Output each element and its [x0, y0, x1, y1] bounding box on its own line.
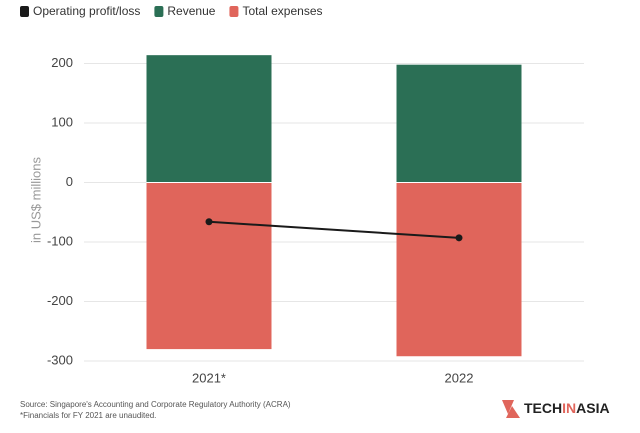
point [455, 234, 463, 242]
bar [396, 182, 522, 357]
y-axis-label: in US$ millions [28, 157, 43, 243]
y-tick-label: -100 [47, 233, 73, 248]
bar [396, 64, 522, 183]
line [208, 220, 460, 239]
y-tick-label: 100 [51, 114, 73, 129]
legend-label: Total expenses [242, 4, 322, 18]
logo-icon [502, 400, 520, 418]
y-tick-label: -300 [47, 352, 73, 367]
legend-label: Operating profit/loss [33, 4, 140, 18]
y-tick-label: 0 [66, 174, 73, 189]
x-tick-label: 2022 [445, 370, 474, 385]
x-tick-label: 2021* [192, 370, 226, 385]
bar [146, 55, 272, 183]
legend-label: Revenue [167, 4, 215, 18]
source: Source: Singapore's Accounting and Corpo… [20, 400, 291, 409]
logo-part: TECH [524, 400, 562, 416]
legend-swatch [20, 6, 29, 17]
logo-part: IN [562, 400, 576, 416]
point [205, 218, 213, 226]
logo-part: ASIA [576, 400, 609, 416]
y-tick-label: 200 [51, 55, 73, 70]
legend-swatch [229, 6, 239, 17]
y-tick-label: -200 [47, 293, 73, 308]
bar [146, 182, 272, 350]
footnote: *Financials for FY 2021 are unaudited. [20, 411, 156, 420]
legend-swatch [154, 6, 164, 17]
logo: TECHINASIA [524, 400, 610, 416]
